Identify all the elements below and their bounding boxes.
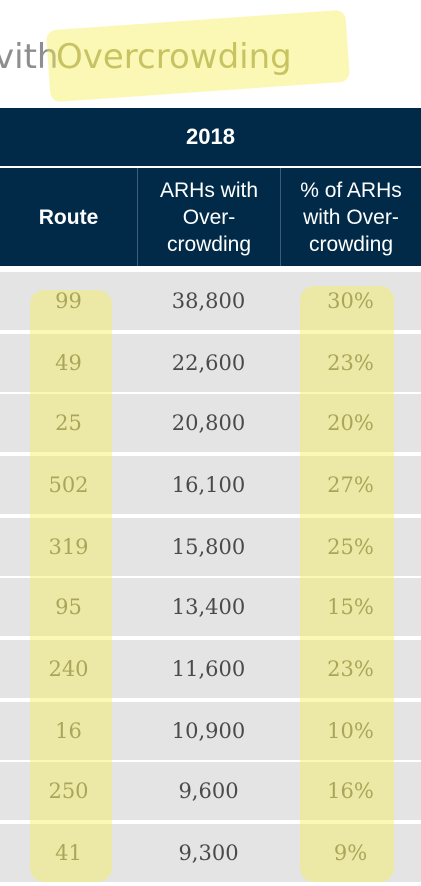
arhs-cell: 15,800: [171, 535, 246, 559]
pct-cell: 23%: [327, 351, 374, 375]
arhs-cell: 38,800: [171, 289, 246, 313]
year-heading: 2018: [186, 124, 235, 149]
title-highlighted-text: Overcrowding: [56, 37, 292, 77]
table-row: 41 9,300 9%: [0, 824, 421, 882]
table-row: 319 15,800 25%: [0, 518, 421, 576]
pct-cell: 23%: [327, 657, 374, 681]
table-row: 25 20,800 20%: [0, 394, 421, 452]
column-header-pct-line: crowding: [308, 232, 394, 256]
route-cell: 95: [55, 595, 82, 619]
pct-cell: 10%: [327, 719, 374, 743]
header-divider: [0, 166, 421, 168]
column-header-arhs-line: crowding: [166, 232, 252, 256]
table-row: 502 16,100 27%: [0, 456, 421, 514]
column-header-arhs-line: Over-: [182, 205, 236, 229]
column-header-pct-line: % of ARHs: [300, 178, 402, 202]
route-cell: 25: [55, 411, 82, 435]
table-row: 95 13,400 15%: [0, 578, 421, 636]
route-cell: 240: [48, 657, 89, 681]
arhs-cell: 13,400: [171, 595, 246, 619]
route-cell: 502: [48, 473, 89, 497]
pct-cell: 27%: [327, 473, 374, 497]
column-header-route: Route: [38, 205, 99, 229]
title-lead-text: vith: [0, 37, 59, 77]
pct-cell: 20%: [327, 411, 374, 435]
table-row: 16 10,900 10%: [0, 702, 421, 760]
column-header-pct-line: with Over-: [303, 205, 399, 229]
table-row: 250 9,600 16%: [0, 762, 421, 820]
route-cell: 250: [48, 779, 89, 803]
pct-cell: 25%: [327, 535, 374, 559]
arhs-cell: 22,600: [171, 351, 246, 375]
route-cell: 49: [55, 351, 82, 375]
arhs-cell: 10,900: [171, 719, 246, 743]
table-row: 99 38,800 30%: [0, 272, 421, 330]
column-header-pct: % of ARHs with Over- crowding: [280, 168, 421, 266]
route-cell: 319: [48, 535, 89, 559]
arhs-cell: 16,100: [171, 473, 246, 497]
route-cell: 41: [55, 841, 82, 865]
pct-cell: 9%: [333, 841, 368, 865]
table-row: 240 11,600 23%: [0, 640, 421, 698]
arhs-cell: 20,800: [171, 411, 246, 435]
table-header: 2018 Route ARHs with Over- crowding % of…: [0, 108, 421, 266]
table-row: 49 22,600 23%: [0, 334, 421, 392]
arhs-cell: 11,600: [171, 657, 246, 681]
route-cell: 16: [55, 719, 82, 743]
arhs-cell: 9,300: [178, 841, 239, 865]
column-header-arhs-line: ARHs with: [159, 178, 259, 202]
pct-cell: 15%: [327, 595, 374, 619]
route-cell: 99: [55, 289, 82, 313]
arhs-cell: 9,600: [178, 779, 239, 803]
column-header-arhs: ARHs with Over- crowding: [137, 168, 280, 266]
pct-cell: 16%: [327, 779, 374, 803]
pct-cell: 30%: [327, 289, 374, 313]
